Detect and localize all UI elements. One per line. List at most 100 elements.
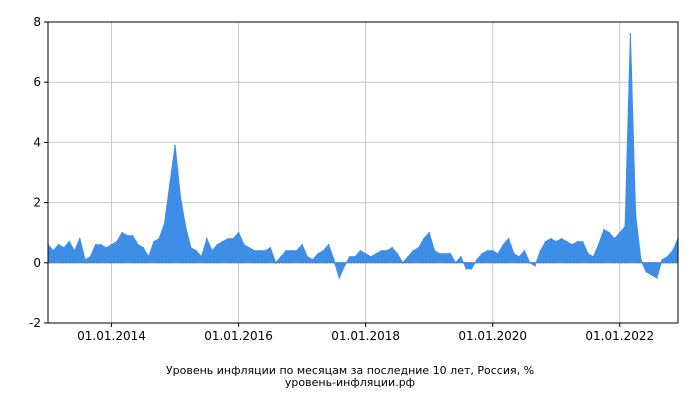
data-point-2020-07 <box>523 250 526 252</box>
data-point-2018-09 <box>407 255 409 258</box>
data-point-2016-05 <box>259 250 261 252</box>
data-point-2017-07 <box>333 259 335 261</box>
data-point-2017-12 <box>359 250 362 252</box>
data-point-2014-06 <box>137 243 139 246</box>
data-point-2018-06 <box>391 247 393 249</box>
data-point-2017-03 <box>311 259 314 261</box>
data-point-2016-09 <box>280 255 282 258</box>
data-point-2014-12 <box>169 183 171 186</box>
data-point-2020-06 <box>518 255 520 258</box>
data-point-2016-03 <box>248 247 250 249</box>
plot-area <box>47 33 679 280</box>
data-point-2019-03 <box>439 253 441 255</box>
data-point-2014-02 <box>116 240 118 243</box>
data-point-2013-08 <box>84 259 86 261</box>
data-point-2021-10 <box>603 228 605 231</box>
data-point-2022-09 <box>661 259 663 261</box>
data-point-2020-11 <box>544 240 547 243</box>
chart-source: уровень-инфляции.рф <box>285 376 415 389</box>
data-point-2013-10 <box>94 243 97 246</box>
plot-frame <box>47 21 679 324</box>
y-tick-label: 0 <box>33 256 41 270</box>
data-point-2020-12 <box>550 237 552 240</box>
data-point-2016-07 <box>269 247 272 249</box>
data-point-2019-10 <box>476 259 478 261</box>
data-point-2018-01 <box>364 253 367 255</box>
data-point-2016-12 <box>296 250 298 252</box>
data-point-2018-10 <box>412 250 415 252</box>
data-point-2013-02 <box>52 250 55 252</box>
data-point-2017-01 <box>301 243 303 246</box>
y-axis-ticks: -2 0 2 4 6 8 <box>29 15 48 330</box>
data-point-2021-05 <box>576 240 579 243</box>
axes <box>47 21 679 324</box>
x-tick-label: 01.01.2014 <box>77 329 146 343</box>
data-point-2018-04 <box>380 250 383 252</box>
data-point-2022-10 <box>666 255 669 258</box>
data-point-2017-06 <box>327 243 330 246</box>
data-point-2021-08 <box>592 255 595 258</box>
data-point-2020-01 <box>491 250 494 252</box>
data-point-2021-02 <box>560 237 563 240</box>
data-point-2019-12 <box>486 250 489 252</box>
data-point-2020-03 <box>502 243 505 246</box>
data-point-2015-05 <box>195 250 197 252</box>
data-point-2019-09 <box>470 268 473 270</box>
data-point-2014-11 <box>163 222 166 225</box>
data-point-2016-02 <box>243 243 245 246</box>
y-tick-label: -2 <box>29 316 41 330</box>
data-point-2020-02 <box>497 253 499 255</box>
data-point-2021-04 <box>571 243 573 246</box>
data-point-2021-03 <box>566 240 568 243</box>
data-point-2018-11 <box>417 247 420 249</box>
data-point-2022-01 <box>619 231 621 234</box>
data-point-2013-11 <box>100 243 102 246</box>
data-point-2020-05 <box>513 253 515 255</box>
data-point-2016-11 <box>290 250 293 252</box>
x-tick-label: 01.01.2022 <box>585 329 654 343</box>
data-point-2015-02 <box>179 195 182 198</box>
x-tick-label: 01.01.2016 <box>204 329 273 343</box>
data-point-2018-07 <box>396 253 399 255</box>
data-point-2015-06 <box>200 255 203 258</box>
data-point-2021-12 <box>613 237 616 240</box>
data-point-2021-01 <box>555 240 557 243</box>
y-tick-label: 2 <box>33 196 41 210</box>
data-point-2013-03 <box>57 243 60 246</box>
data-point-2018-02 <box>370 255 372 258</box>
data-point-2022-07 <box>650 274 653 276</box>
x-tick-label: 01.01.2020 <box>458 329 527 343</box>
data-point-2022-08 <box>656 277 658 279</box>
data-point-2013-07 <box>79 237 81 240</box>
data-point-2019-08 <box>465 268 468 270</box>
data-point-2017-09 <box>343 265 346 267</box>
data-point-2020-10 <box>539 250 542 252</box>
data-point-2015-10 <box>221 240 224 243</box>
inflation-area <box>47 33 679 280</box>
data-point-2017-10 <box>349 255 351 258</box>
data-point-2015-12 <box>232 237 235 240</box>
data-point-2015-07 <box>206 237 208 240</box>
data-point-2013-05 <box>68 240 70 243</box>
data-point-2013-12 <box>105 247 107 249</box>
data-point-2015-08 <box>211 250 213 252</box>
data-point-2017-04 <box>317 253 319 255</box>
data-point-2017-11 <box>354 255 356 258</box>
data-point-2015-03 <box>184 225 187 228</box>
data-point-2013-04 <box>63 247 65 249</box>
x-axis-ticks: 01.01.2014 01.01.2016 01.01.2018 01.01.2020… <box>77 323 654 343</box>
data-point-2014-10 <box>158 237 160 240</box>
data-point-2014-01 <box>110 243 113 246</box>
y-tick-label: 6 <box>33 75 41 89</box>
data-point-2019-01 <box>428 231 431 234</box>
data-point-2022-06 <box>645 271 647 273</box>
data-point-2015-01 <box>174 144 176 147</box>
data-point-2020-09 <box>534 265 536 267</box>
data-point-2015-09 <box>216 243 219 246</box>
data-point-2018-05 <box>386 250 388 252</box>
data-point-2021-07 <box>587 253 589 255</box>
data-point-2015-04 <box>190 247 192 249</box>
data-point-2022-04 <box>634 213 637 216</box>
data-point-2013-09 <box>89 255 92 258</box>
